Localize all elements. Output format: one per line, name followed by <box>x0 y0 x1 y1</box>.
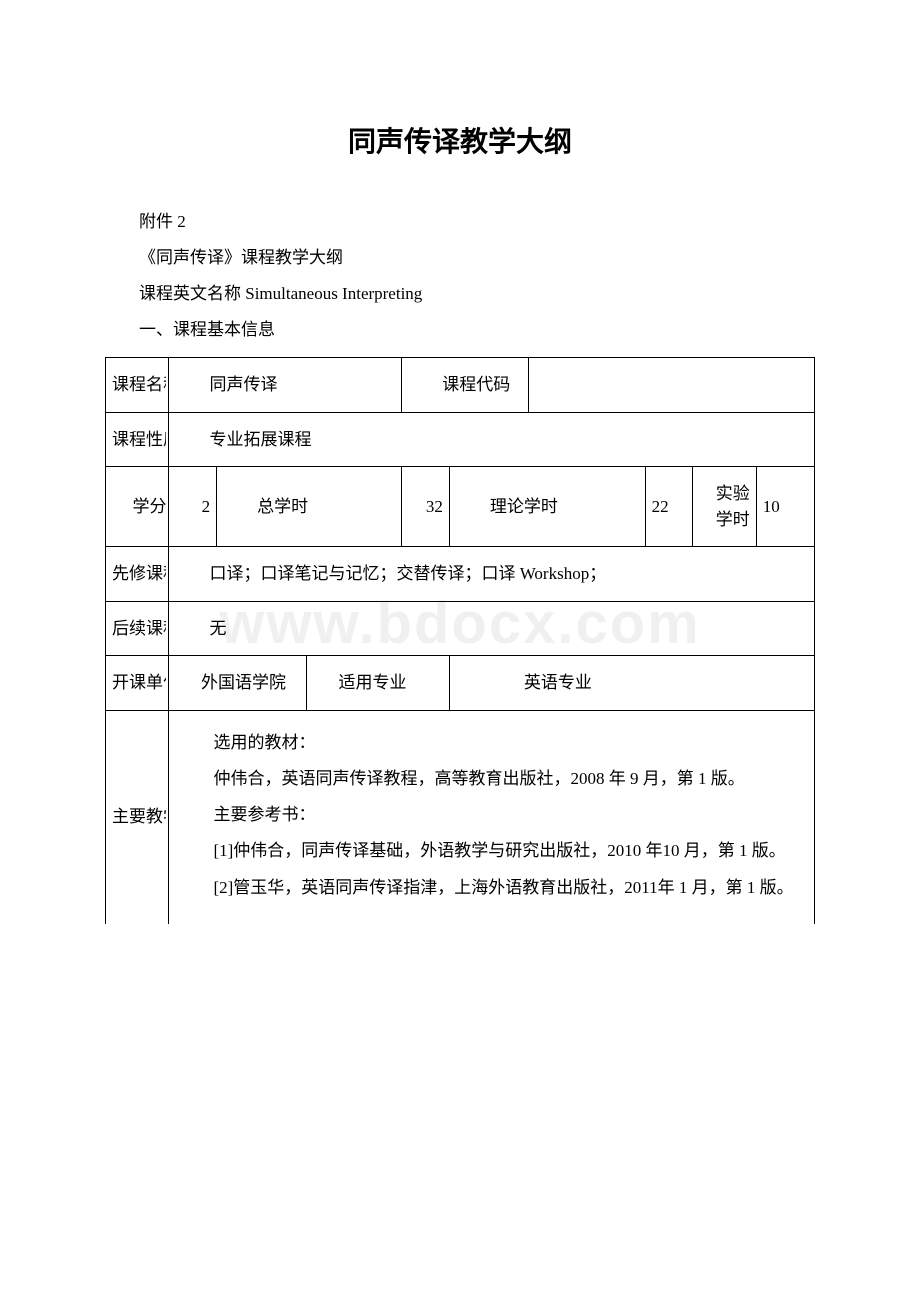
value-credits: 2 <box>169 467 217 547</box>
table-row: 课程性质 专业拓展课程 <box>106 412 815 467</box>
value-course-name: 同声传译 <box>169 358 402 413</box>
document-content: 同声传译教学大纲 附件 2 《同声传译》课程教学大纲 课程英文名称 Simult… <box>105 120 815 924</box>
materials-textbook-item: 仲伟合，英语同声传译教程，高等教育出版社，2008 年 9 月，第 1 版。 <box>179 763 804 795</box>
materials-reference-item: [1]仲伟合，同声传译基础，外语教学与研究出版社，2010 年10 月，第 1 … <box>179 835 804 867</box>
label-theory-hours: 理论学时 <box>449 467 645 547</box>
materials-textbook-heading: 选用的教材： <box>179 727 804 759</box>
label-followup: 后续课程 <box>106 601 169 656</box>
page-title: 同声传译教学大纲 <box>105 120 815 160</box>
label-course-name: 课程名称 <box>106 358 169 413</box>
value-prerequisite: 口译；口译笔记与记忆；交替传译；口译 Workshop； <box>169 547 815 602</box>
value-followup: 无 <box>169 601 815 656</box>
value-course-code <box>529 358 815 413</box>
table-row: 主要教学资料 选用的教材： 仲伟合，英语同声传译教程，高等教育出版社，2008 … <box>106 710 815 924</box>
table-row: 先修课程 口译；口译笔记与记忆；交替传译；口译 Workshop； <box>106 547 815 602</box>
course-info-table: 课程名称 同声传译 课程代码 课程性质 专业拓展课程 学分 2 总学时 32 理… <box>105 357 815 924</box>
value-total-hours: 32 <box>402 467 450 547</box>
section-heading: 一、课程基本信息 <box>105 313 815 347</box>
table-row: 课程名称 同声传译 课程代码 <box>106 358 815 413</box>
label-credits: 学分 <box>106 467 169 547</box>
value-applicable-major: 英语专业 <box>449 656 814 711</box>
materials-reference-heading: 主要参考书： <box>179 799 804 831</box>
value-materials: 选用的教材： 仲伟合，英语同声传译教程，高等教育出版社，2008 年 9 月，第… <box>169 710 815 924</box>
label-prerequisite: 先修课程 <box>106 547 169 602</box>
intro-course-name: 《同声传译》课程教学大纲 <box>105 241 815 275</box>
table-row: 后续课程 无 <box>106 601 815 656</box>
value-department: 外国语学院 <box>169 656 307 711</box>
materials-reference-item: [2]管玉华，英语同声传译指津，上海外语教育出版社，2011年 1 月，第 1 … <box>179 872 804 904</box>
label-course-code: 课程代码 <box>402 358 529 413</box>
value-theory-hours: 22 <box>645 467 693 547</box>
table-row: 学分 2 总学时 32 理论学时 22 实验学时 10 <box>106 467 815 547</box>
table-row: 开课单位 外国语学院 适用专业 英语专业 <box>106 656 815 711</box>
value-course-nature: 专业拓展课程 <box>169 412 815 467</box>
intro-course-english: 课程英文名称 Simultaneous Interpreting <box>105 277 815 311</box>
label-lab-hours: 实验学时 <box>693 467 756 547</box>
label-course-nature: 课程性质 <box>106 412 169 467</box>
label-total-hours: 总学时 <box>217 467 402 547</box>
label-department: 开课单位 <box>106 656 169 711</box>
value-lab-hours: 10 <box>756 467 814 547</box>
intro-attachment: 附件 2 <box>105 205 815 239</box>
label-applicable-major: 适用专业 <box>307 656 450 711</box>
label-materials: 主要教学资料 <box>106 710 169 924</box>
